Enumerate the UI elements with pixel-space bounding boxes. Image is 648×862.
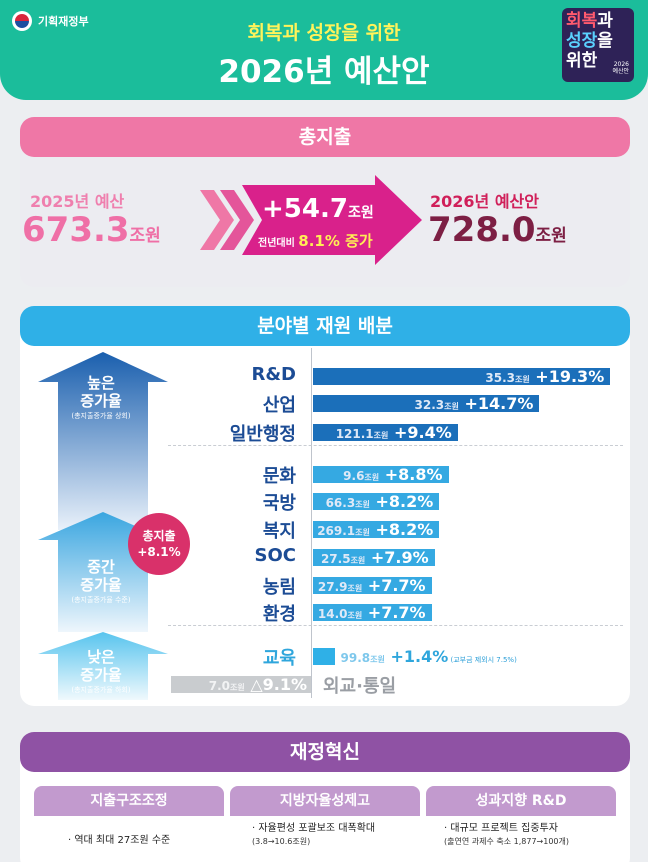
distribution-heading: 분야별 재원 배분 [20,306,630,346]
rate-label: +8.8% [379,465,443,484]
reform-title-3: 성과지향 R&D [426,786,616,816]
amount-label: 99.8조원 [340,651,385,665]
low-growth-label: 낮은 증가율 (총지출증가율 하회) [71,648,131,694]
amount-label: 32.3조원 [414,398,459,412]
category-label: 복지 [262,521,296,542]
prev-year-amount: 673.3조원 [22,210,161,250]
bar [171,676,311,693]
data-label: 99.8조원 +1.4% (교부금 제외시 7.5%) [341,648,517,665]
category-label: 문화 [262,466,296,487]
data-label: 32.3조원 +14.7% [313,394,534,413]
amount-label: 66.3조원 [325,496,370,510]
data-label: 27.9조원 +7.7% [313,577,426,594]
category-label: 국방 [262,493,296,514]
bar [313,493,440,510]
amount-label: 27.5조원 [320,552,366,566]
badge-text: 과 [597,11,613,31]
reform-title-2: 지방자율성제고 [230,786,420,816]
group-divider [168,625,623,626]
category-label: SOC [254,545,296,566]
mid-growth-label: 중간 증가율 (총지출증가율 수준) [71,558,131,604]
government-emblem-icon [12,11,32,31]
rate-label: +14.7% [458,394,534,413]
increase-arrow-icon [200,175,422,265]
data-label: 121.1조원 +9.4% [313,424,452,441]
category-label: 교육 [262,648,296,669]
total-spending-panel: 총지출 [20,117,630,287]
reform-desc-3: · 대규모 프로젝트 집중투자 (출연연 과제수 축소 1,877→100개) [444,823,569,846]
rate-label: +7.7% [362,576,426,595]
ministry-name: 기획재정부 [38,15,89,28]
low-growth-arrow-icon [38,632,168,700]
header-banner: 기획재정부 회복과 성장을 위한 2026년 예산안 회복과 성장을 위한 20… [0,0,648,100]
bar [313,395,540,412]
data-label: 269.1조원 +8.2% [313,521,433,538]
badge-text: 성장 [566,31,598,51]
fiscal-innovation-heading: 재정혁신 [20,732,630,772]
bar [313,466,449,483]
total-growth-circle: 총지출 +8.1% [128,513,190,575]
category-label: 일반행정 [229,424,296,445]
category-label: R&D [251,364,297,385]
increase-amount: +54.7조원 [262,194,374,224]
prev-year-label: 2025년 예산 [30,192,125,211]
amount-label: 27.9조원 [317,580,363,594]
rate-label: +9.4% [388,423,452,442]
badge-small-text: 2026 예산안 [612,61,629,75]
slogan-badge: 회복과 성장을 위한 2026 예산안 [562,8,634,82]
category-label: 환경 [262,604,296,625]
data-label: 14.0조원 +7.7% [313,604,426,621]
high-growth-label: 높은 증가율 (총지출증가율 상회) [71,374,131,420]
reform-desc-1: · 역대 최대 27조원 수준 [68,835,171,846]
bar [313,424,458,441]
amount-label: 121.1조원 [335,427,389,441]
bar [313,368,611,385]
rate-label: +1.4% [384,647,449,666]
amount-label: 35.3조원 [485,371,530,385]
education-note: (교부금 제외시 7.5%) [448,656,517,664]
reform-title-1: 지출구조조정 [34,786,224,816]
rate-label: +8.2% [369,492,434,511]
data-label: 35.3조원 +19.3% [313,368,604,385]
total-spending-heading: 총지출 [20,117,630,157]
bar [313,648,335,665]
category-label: 산업 [262,395,296,416]
new-year-amount: 728.0조원 [428,210,567,250]
rate-label: +7.9% [365,548,429,567]
badge-text: 위한 [566,51,598,71]
ministry-logo[interactable]: 기획재정부 [12,10,89,32]
rate-label: △9.1% [244,675,307,694]
group-divider [168,445,623,446]
page-title: 2026년 예산안 [218,54,430,90]
high-growth-arrow-icon [38,352,168,530]
bar [313,577,432,594]
amount-label: 269.1조원 [317,524,370,538]
category-label: 외교·통일 [323,676,397,697]
chart-axis [311,348,312,698]
rate-label: +7.7% [362,603,426,622]
amount-label: 7.0조원 [208,679,245,693]
rate-label: +8.2% [369,520,434,539]
bar [313,604,432,621]
new-year-label: 2026년 예산안 [430,192,539,211]
bar [313,549,435,566]
reform-desc-2: · 자율편성 포괄보조 대폭확대 (3.8→10.6조원) [252,823,376,846]
data-label: 9.6조원 +8.8% [313,465,443,484]
rate-label: +19.3% [529,367,605,386]
amount-label: 14.0조원 [317,607,363,621]
category-label: 농림 [262,577,296,598]
data-label: 27.5조원 +7.9% [313,549,429,566]
increase-rate: 전년대비 8.1% 증가 [258,232,373,250]
badge-text: 을 [597,31,613,51]
data-label: 7.0조원 △9.1% [171,676,307,693]
page-subtitle: 회복과 성장을 위한 [247,22,401,44]
data-label: 66.3조원 +8.2% [313,492,434,511]
bar [313,521,440,538]
amount-label: 9.6조원 [343,469,380,483]
badge-text: 회복 [566,11,598,31]
